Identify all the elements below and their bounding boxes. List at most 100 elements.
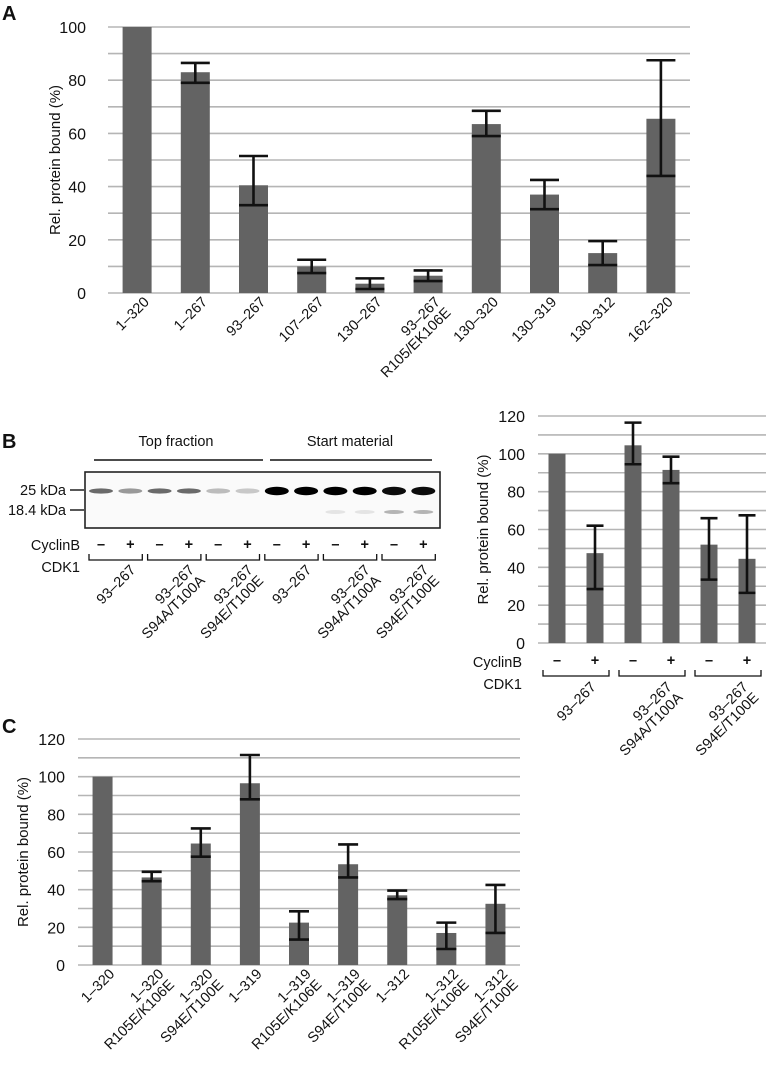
blot-sign-label: –: [97, 537, 105, 553]
chart-a: 0 20 40 60 80 100 Rel. protein bound (%) 1–320 1…: [47, 20, 690, 381]
error-bar: [180, 61, 210, 85]
x-tick-label-line: 1–267: [171, 294, 211, 334]
blot-sign-label: –: [214, 537, 222, 553]
bar: [471, 124, 501, 293]
y-tick-label: 60: [47, 845, 65, 862]
blot-lane-bracket: [322, 554, 378, 561]
error-bar: [471, 109, 501, 138]
blot-band-25kda: [264, 486, 289, 496]
y-tick-label: 100: [59, 20, 86, 37]
x-tick-label-line: 162–320: [625, 294, 676, 345]
group-bracket: [618, 670, 686, 677]
x-tick-label: 1–312: [373, 966, 413, 1006]
y-tick-label: 0: [56, 958, 65, 975]
row-label-cdk1: CDK1: [41, 560, 80, 576]
y-tick-label: 20: [47, 920, 65, 937]
bar: [530, 194, 559, 293]
bar: [190, 843, 211, 965]
x-tick-label: 1–320: [78, 966, 118, 1006]
blot-sign-label: +: [360, 537, 368, 553]
y-tick-label: 120: [38, 732, 65, 749]
blot-lane-bracket: [381, 554, 436, 561]
bar: [122, 27, 152, 293]
blot-band-25kda: [352, 486, 377, 496]
marker-18kda: 18.4 kDa: [8, 503, 67, 519]
y-tick-label: 20: [68, 233, 86, 250]
x-tick-label: 130–319: [509, 294, 560, 345]
error-bar: [738, 514, 756, 595]
y-tick-label: 100: [498, 447, 525, 464]
blot-sign-label: +: [302, 537, 310, 553]
row-label-cyclinb: CyclinB: [473, 655, 522, 671]
bar: [387, 895, 408, 965]
x-tick-label: 130–267: [334, 294, 385, 345]
y-axis-title: Rel. protein bound (%): [475, 454, 492, 604]
y-tick-label: 40: [68, 180, 86, 197]
group-bracket: [542, 670, 610, 677]
x-tick-label: 93–267: [224, 294, 270, 340]
y-tick-label: 40: [507, 560, 525, 577]
error-bar: [485, 883, 506, 935]
panel-label-a: A: [2, 3, 16, 25]
x-tick-label-line: 1–319: [226, 966, 266, 1006]
bar: [289, 922, 309, 965]
chart-c: 0 20 40 60 80 100 120 Rel. protein bound (%) 1–3…: [15, 732, 522, 1053]
x-tick-label-line: 1–312: [373, 966, 413, 1006]
group-label: 93–267: [554, 679, 600, 725]
blot-sign-label: +: [243, 537, 251, 553]
blot-band-25kda: [294, 486, 319, 496]
error-bar: [141, 870, 162, 883]
x-tick-label-line: 130–312: [567, 294, 618, 345]
blot-bands: [89, 486, 436, 514]
x-tick-label: 130–312: [567, 294, 618, 345]
bar: [180, 72, 210, 293]
blot-lane-label-line: 93–267: [94, 562, 140, 608]
blot-band-18kda: [413, 510, 434, 514]
y-tick-label: 60: [68, 126, 86, 143]
blot-lane-bracket: [264, 554, 319, 561]
x-tick-label-line: 130–319: [509, 294, 560, 345]
blot-group-label-start-material: Start material: [307, 434, 393, 450]
blot-lane-label-line: 93–267: [270, 562, 316, 608]
western-blot: Top fraction Start material 25 kDa 18.4 …: [8, 434, 443, 642]
sign-label: –: [705, 653, 713, 669]
error-bar: [190, 827, 211, 859]
error-bar: [297, 258, 327, 275]
blot-lane-bracket: [88, 554, 143, 561]
blot-band-25kda: [176, 488, 201, 494]
row-label-cyclinb: CyclinB: [31, 538, 80, 554]
bar: [485, 903, 506, 965]
blot-band-18kda: [384, 510, 404, 514]
x-tick-label: 1–319: [226, 966, 266, 1006]
bar: [141, 877, 162, 965]
y-tick-label: 120: [498, 409, 525, 426]
bar: [624, 445, 642, 643]
blot-sign-label: +: [185, 537, 193, 553]
blot-sign-label: –: [331, 537, 339, 553]
y-tick-label: 20: [507, 598, 525, 615]
y-tick-label: 80: [47, 807, 65, 824]
row-label-cdk1: CDK1: [483, 677, 522, 693]
error-bar: [239, 154, 268, 207]
blot-band-25kda: [323, 486, 348, 496]
error-bar: [624, 421, 642, 466]
sign-label: –: [629, 653, 637, 669]
bar: [662, 469, 680, 643]
error-bar: [530, 178, 559, 211]
y-tick-label: 80: [68, 73, 86, 90]
y-axis-title: Rel. protein bound (%): [47, 85, 64, 235]
error-bar: [662, 455, 680, 485]
sign-label: –: [553, 653, 561, 669]
x-tick-label-line: 107–267: [276, 294, 327, 345]
blot-sign-label: –: [390, 537, 398, 553]
chart-b: 0 20 40 60 80 100 120 Rel. protein bound (%) Cyc…: [473, 409, 766, 759]
bar: [239, 783, 260, 965]
sign-label: +: [743, 653, 751, 669]
x-tick-label: 162–320: [625, 294, 676, 345]
